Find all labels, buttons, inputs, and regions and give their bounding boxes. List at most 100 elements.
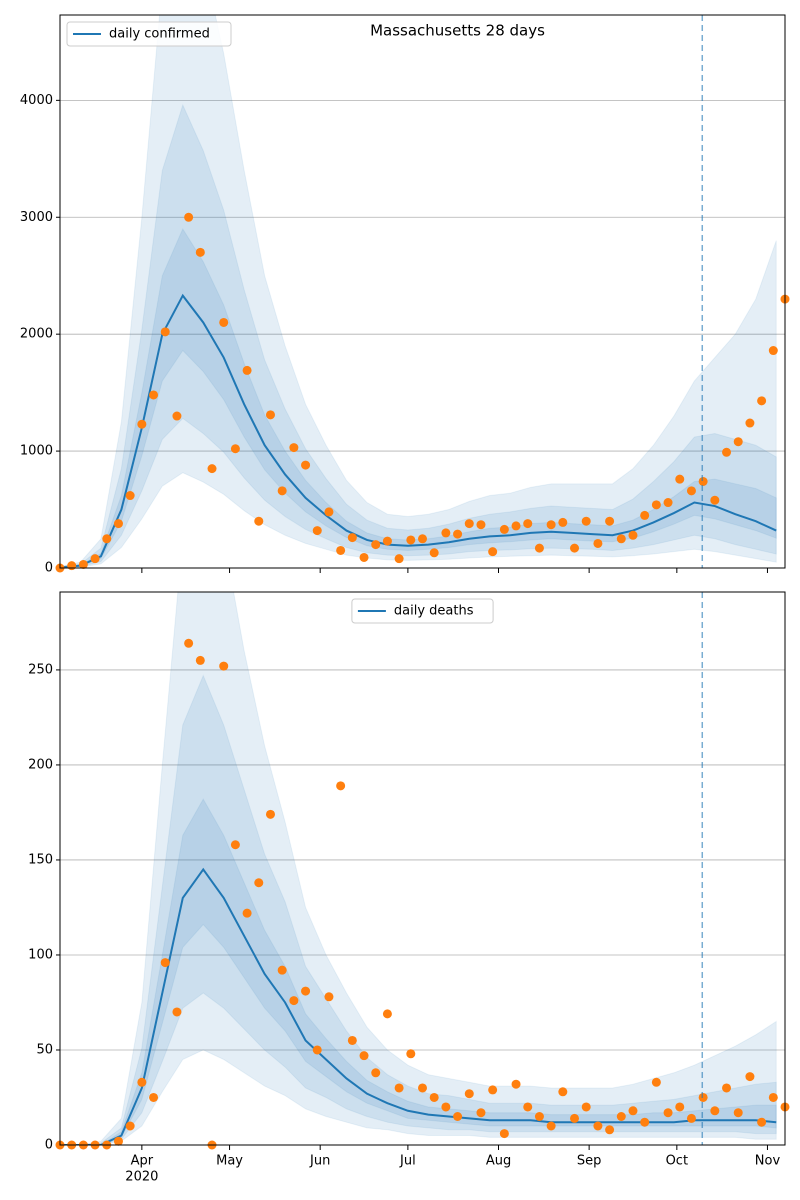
scatter-point	[102, 534, 112, 544]
scatter-point	[605, 1125, 615, 1135]
scatter-point	[184, 212, 194, 222]
scatter-point	[488, 547, 498, 557]
scatter-point	[675, 1102, 685, 1112]
scatter-point	[558, 1087, 568, 1097]
scatter-point	[710, 495, 720, 505]
scatter-point	[195, 655, 205, 665]
scatter-point	[453, 529, 463, 539]
scatter-point	[207, 464, 217, 474]
y-tick-label: 150	[28, 852, 53, 867]
scatter-point	[570, 543, 580, 553]
scatter-point	[406, 535, 416, 545]
scatter-point	[137, 419, 147, 429]
scatter-point	[429, 548, 439, 558]
y-tick-label: 250	[28, 662, 53, 677]
scatter-point	[219, 661, 229, 671]
scatter-point	[230, 840, 240, 850]
chart-title: Massachusetts 28 days	[370, 22, 545, 40]
scatter-point	[429, 1092, 439, 1102]
legend-box	[351, 598, 494, 624]
scatter-point	[534, 1111, 544, 1121]
y-tick-label: 0	[45, 561, 53, 576]
scatter-point	[722, 447, 732, 457]
scatter-point	[277, 486, 287, 496]
legend-label: daily deaths	[394, 604, 474, 619]
scatter-point	[651, 500, 661, 510]
scatter-point	[359, 1051, 369, 1061]
scatter-point	[336, 781, 346, 791]
confidence-band	[60, 15, 777, 568]
scatter-point	[698, 476, 708, 486]
scatter-point	[675, 474, 685, 484]
x-tick-label: Jul	[399, 1154, 416, 1169]
scatter-point	[581, 1102, 591, 1112]
scatter-point	[605, 516, 615, 526]
scatter-point	[686, 1113, 696, 1123]
axes-frame	[59, 14, 786, 569]
scatter-point	[710, 1106, 720, 1116]
x-tick-label: Oct	[666, 1154, 688, 1169]
scatter-point	[172, 411, 182, 421]
legend-box	[66, 21, 232, 47]
x-tick-label: Jun	[309, 1154, 330, 1169]
scatter-point	[301, 460, 311, 470]
scatter-point	[558, 517, 568, 527]
scatter-point	[406, 1049, 416, 1059]
scatter-point	[616, 534, 626, 544]
scatter-point	[686, 486, 696, 496]
scatter-point	[324, 507, 334, 517]
scatter-point	[113, 1136, 123, 1146]
x-tick-label: Aug	[486, 1154, 511, 1169]
scatter-point	[195, 247, 205, 257]
scatter-point	[242, 365, 252, 375]
scatter-point	[651, 1077, 661, 1087]
scatter-point	[277, 965, 287, 975]
scatter-point	[418, 534, 427, 544]
scatter-point	[570, 1113, 580, 1123]
scatter-point	[534, 543, 544, 553]
scatter-point	[616, 1111, 626, 1121]
y-tick-label: 0	[45, 1138, 53, 1153]
scatter-point	[640, 510, 650, 520]
scatter-point	[254, 516, 264, 526]
scatter-point	[90, 554, 100, 564]
scatter-point	[254, 878, 264, 888]
scatter-point	[757, 1117, 767, 1127]
scatter-point	[441, 1102, 451, 1112]
scatter-point	[219, 317, 229, 327]
scatter-point	[663, 1108, 673, 1118]
scatter-point	[768, 346, 778, 356]
x-tick-label: Apr	[131, 1154, 154, 1169]
scatter-point	[312, 526, 322, 536]
scatter-point	[476, 1108, 486, 1118]
scatter-point	[640, 1117, 650, 1127]
y-tick-label: 200	[28, 757, 53, 772]
scatter-point	[160, 958, 170, 968]
scatter-point	[698, 1092, 708, 1102]
legend-label: daily confirmed	[109, 27, 210, 42]
scatter-point	[488, 1085, 498, 1095]
scatter-point	[546, 1121, 556, 1131]
scatter-point	[418, 1083, 427, 1093]
scatter-point	[593, 538, 603, 548]
x-year-label: 2020	[125, 1170, 158, 1185]
scatter-point	[347, 1035, 357, 1045]
scatter-point	[230, 444, 240, 454]
scatter-point	[511, 1079, 521, 1089]
scatter-point	[137, 1077, 147, 1087]
x-tick-label: Nov	[755, 1154, 781, 1169]
scatter-point	[324, 992, 334, 1002]
plot-area	[60, 15, 785, 568]
scatter-point	[78, 559, 88, 569]
scatter-point	[382, 536, 392, 546]
x-tick-label: May	[216, 1154, 243, 1169]
scatter-point	[125, 1121, 135, 1131]
confidence-band	[60, 798, 777, 1145]
scatter-point	[265, 410, 275, 420]
scatter-point	[663, 498, 673, 508]
y-tick-label: 50	[36, 1042, 53, 1057]
scatter-point	[499, 524, 509, 534]
scatter-point	[441, 528, 451, 538]
scatter-point	[733, 437, 743, 447]
scatter-point	[464, 519, 474, 529]
